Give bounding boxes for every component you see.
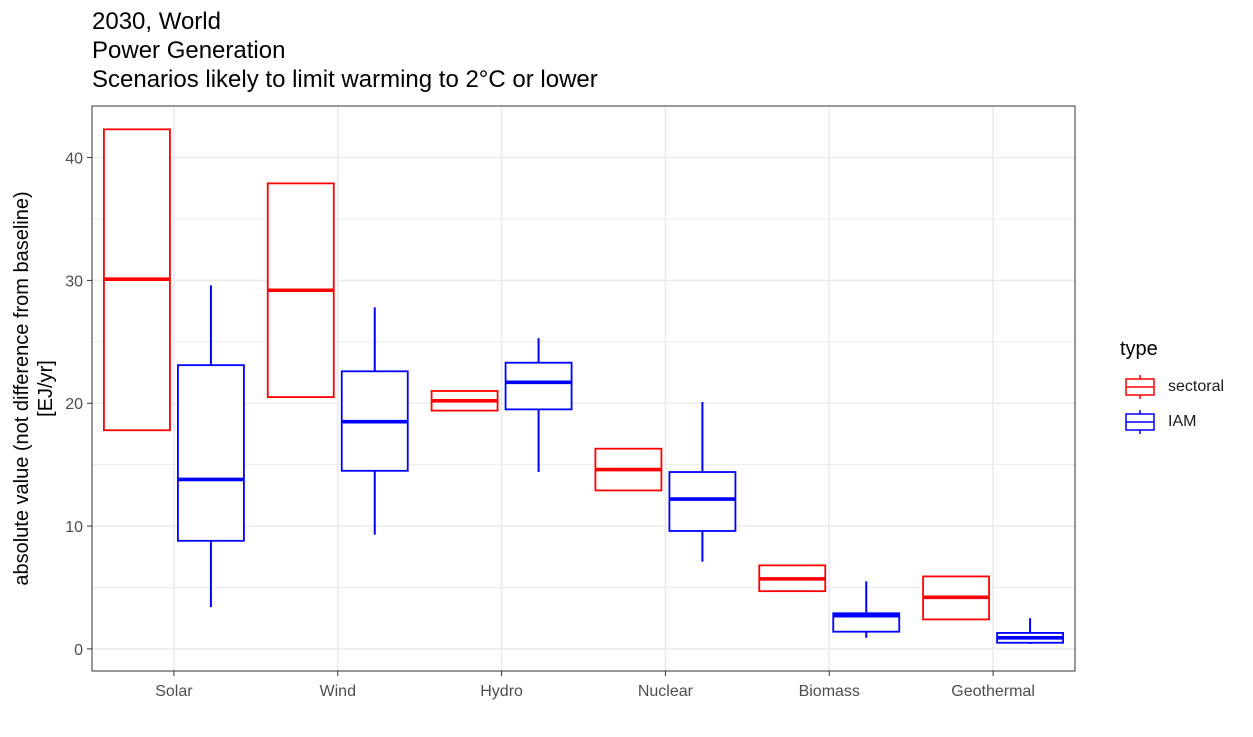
y-tick-label: 0 — [74, 642, 83, 659]
x-tick-label-solar: Solar — [155, 683, 193, 700]
legend-label-iam: IAM — [1168, 413, 1197, 430]
panel-border — [91, 105, 1076, 672]
x-tick-label-hydro: Hydro — [480, 683, 523, 700]
x-tick-label-geothermal: Geothermal — [951, 683, 1035, 700]
box-iam-nuclear — [668, 402, 737, 562]
x-tick-label-nuclear: Nuclear — [638, 683, 694, 700]
y-tick-label: 20 — [65, 396, 83, 413]
y-axis-title-line: absolute value (not difference from base… — [11, 191, 33, 585]
box-iam-hydro — [504, 338, 573, 473]
chart-title-line-3: Scenarios likely to limit warming to 2°C… — [92, 66, 598, 93]
legend-key-sectoral-icon — [1120, 375, 1160, 399]
legend-item-sectoral: sectoral — [1120, 375, 1224, 399]
box-body — [832, 612, 901, 633]
box-sectoral-wind — [266, 182, 335, 398]
y-tick-label: 40 — [65, 151, 83, 168]
chart-title-line-1: 2030, World — [92, 8, 221, 35]
box-marks — [103, 128, 1064, 644]
legend-title: type — [1120, 338, 1158, 360]
box-sectoral-biomass — [758, 564, 827, 593]
box-body — [504, 361, 573, 411]
box-iam-solar — [177, 285, 245, 608]
box-iam-geothermal — [996, 618, 1064, 644]
legend-item-iam: IAM — [1120, 410, 1196, 434]
x-axis: Solar Wind Hydro Nuclear Biomass Geothermal — [155, 671, 1035, 700]
box-iam-biomass — [832, 581, 901, 638]
y-axis-title-line: [EJ/yr] — [35, 360, 57, 417]
y-axis-title: absolute value (not difference from base… — [11, 191, 57, 585]
box-sectoral-geothermal — [922, 575, 990, 621]
y-tick-label: 30 — [65, 273, 83, 290]
legend-label-sectoral: sectoral — [1168, 378, 1225, 395]
y-axis: 0 10 20 30 40 — [65, 151, 92, 659]
y-tick-label: 10 — [65, 519, 83, 536]
x-tick-label-biomass: Biomass — [799, 683, 860, 700]
legend-key-iam-icon — [1120, 410, 1160, 434]
box-sectoral-hydro — [430, 390, 499, 412]
box-body — [668, 471, 737, 532]
grid-lines — [92, 106, 1075, 671]
box-iam-wind — [340, 307, 409, 535]
box-body — [177, 364, 245, 542]
x-tick-label-wind: Wind — [320, 683, 356, 700]
box-sectoral-solar — [103, 128, 171, 432]
box-sectoral-nuclear — [594, 447, 663, 492]
chart-title-line-2: Power Generation — [92, 37, 286, 64]
